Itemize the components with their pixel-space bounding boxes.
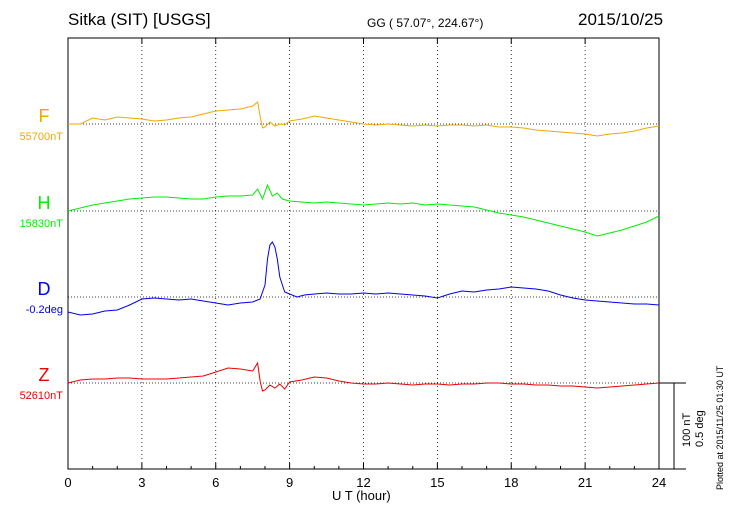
x-tick-label: 15 bbox=[430, 475, 444, 490]
x-tick-label: 0 bbox=[64, 475, 71, 490]
scale-deg-label: 0.5 deg bbox=[694, 410, 706, 447]
x-tick-label: 6 bbox=[212, 475, 219, 490]
plotted-at-note: Plotted at 2015/11/25 01:30 UT bbox=[715, 365, 725, 490]
baseline-label-f: 55700nT bbox=[20, 131, 64, 143]
grid-lines bbox=[68, 38, 659, 469]
x-tick-label: 12 bbox=[356, 475, 370, 490]
station-title: Sitka (SIT) [USGS] bbox=[68, 10, 211, 29]
series-line-h bbox=[67, 183, 660, 237]
series-line-f bbox=[68, 101, 660, 137]
x-axis-label: U T (hour) bbox=[332, 488, 391, 503]
geo-coordinates: GG ( 57.07°, 224.67°) bbox=[367, 16, 484, 30]
series-line-z bbox=[67, 361, 660, 392]
x-tick-label: 9 bbox=[286, 475, 293, 490]
baseline-label-d: -0.2deg bbox=[26, 304, 63, 316]
series-group bbox=[67, 101, 660, 392]
series-name-d: D bbox=[38, 279, 51, 299]
series-labels: F 55700nT H 15830nT D -0.2deg Z 52610nT bbox=[20, 106, 64, 402]
baseline-label-z: 52610nT bbox=[20, 390, 64, 402]
series-line-d bbox=[67, 241, 660, 316]
baseline-label-h: 15830nT bbox=[20, 218, 64, 230]
series-name-f: F bbox=[39, 106, 50, 126]
plot-date: 2015/10/25 bbox=[578, 10, 664, 29]
x-tick-label: 18 bbox=[504, 475, 518, 490]
series-name-h: H bbox=[38, 193, 51, 213]
series-name-z: Z bbox=[39, 365, 50, 385]
x-tick-label: 3 bbox=[138, 475, 145, 490]
x-tick-label: 21 bbox=[578, 475, 592, 490]
x-axis: 0 3 6 9 12 15 18 21 24 bbox=[64, 38, 666, 490]
x-tick-label: 24 bbox=[652, 475, 666, 490]
scale-nt-label: 100 nT bbox=[681, 412, 693, 447]
